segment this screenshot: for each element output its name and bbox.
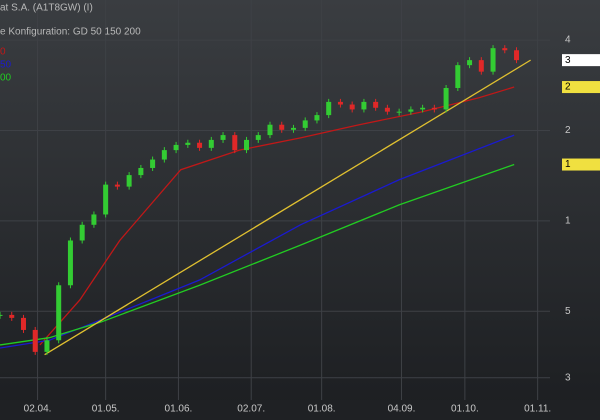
candle-body [267,124,273,136]
candle-body [514,50,520,61]
value-box-label: 2 [565,82,571,93]
legend-entry: 50 [0,60,12,71]
legend-entry: 00 [0,73,12,84]
candle-body [443,87,449,110]
x-axis-band [0,400,600,420]
value-box [562,158,600,171]
candle-body [302,120,308,128]
y-tick-label: 2 [565,125,571,136]
candle-body [455,65,461,88]
candle-body [103,184,109,215]
candle-body [173,144,179,151]
candle-body [314,115,320,121]
candle-body [279,124,285,130]
candle-body [361,101,367,110]
candle-body [373,101,379,108]
candle-body [67,240,73,286]
candle-body [244,139,250,151]
candle-body [349,104,355,110]
x-tick-label: 01.10. [451,404,479,415]
candle-body [114,184,120,187]
x-tick-label: 01.06. [165,404,193,415]
value-box [562,54,600,67]
candle-body [197,142,203,148]
candle-body [9,314,15,318]
line-series [39,86,515,346]
candle-body [290,127,296,130]
candle-body [161,150,167,160]
candle-body [208,139,214,148]
candle-body [232,135,238,151]
candle-body [420,107,426,110]
candle-body [502,48,508,51]
candle-body [150,159,156,168]
candle-body [32,329,38,352]
candle-body [91,214,97,225]
candle-body [490,48,496,72]
chart-subtitle: e Konfiguration: GD 50 150 200 [0,27,141,38]
candle-body [185,142,191,145]
x-tick-label: 01.11. [524,404,551,415]
candle-body [467,60,473,66]
value-box-label: 1 [565,159,571,170]
y-tick-label: 4 [565,35,571,46]
x-tick-label: 02.04. [24,404,52,415]
candle-body [220,135,226,140]
x-tick-label: 04.09. [388,404,416,415]
x-tick-label: 01.08. [308,404,336,415]
value-box-label: 3 [565,55,571,66]
candle-body [431,107,437,110]
candle-body [126,175,132,187]
x-tick-label: 01.05. [92,404,120,415]
candle-body [408,109,414,112]
y-tick-label: 5 [565,306,571,317]
candle-body [478,60,484,72]
candle-body [20,317,26,330]
candle-body [326,101,332,116]
candle-body [138,167,144,176]
chart-title: at S.A. (A1T8GW) (I) [0,3,93,14]
candle-body [0,314,3,316]
candle-body [337,101,343,105]
legend-entry: 0 [0,47,6,58]
line-series [0,163,515,346]
line-series [44,59,531,356]
candle-body [384,107,390,112]
candle-body [255,135,261,140]
candle-body [396,111,402,113]
candle-body [44,340,50,352]
x-tick-label: 02.07. [237,404,265,415]
value-box [562,81,600,94]
y-tick-label: 3 [565,372,571,383]
candle-body [56,285,62,341]
y-tick-label: 1 [565,215,571,226]
candle-body [79,224,85,241]
